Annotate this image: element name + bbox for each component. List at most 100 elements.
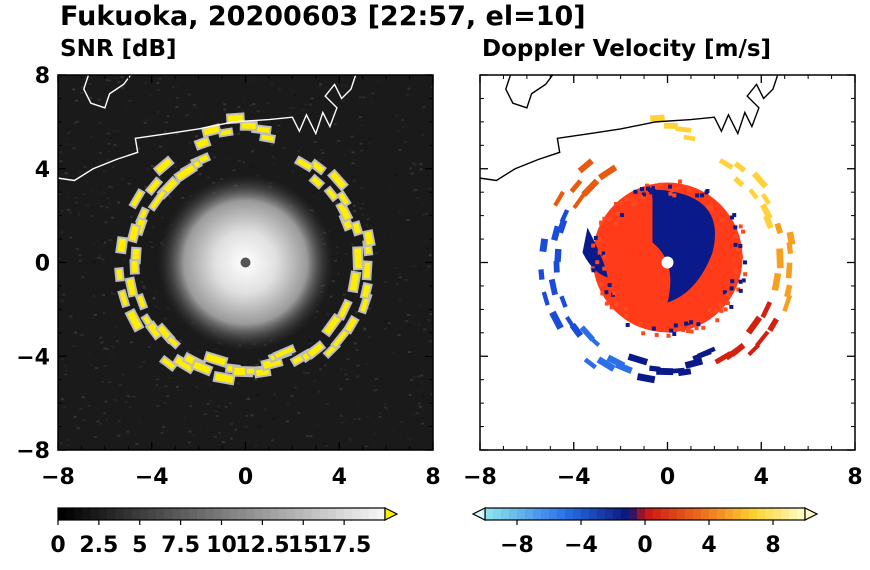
colorbar-tick-label: 10 xyxy=(206,533,237,558)
colorbar-cell xyxy=(541,508,550,520)
velocity-ring-cell xyxy=(551,225,561,242)
velocity-ring-cell xyxy=(733,176,745,188)
colorbar-cell xyxy=(278,508,288,520)
colorbar-cell xyxy=(629,508,638,520)
snr-ring-cell xyxy=(220,129,232,136)
colorbar-cell xyxy=(368,508,378,520)
snr-ring-cell xyxy=(261,134,274,142)
snr-ring-cell xyxy=(192,361,211,374)
colorbar-cell xyxy=(237,508,247,520)
colorbar-cell xyxy=(360,508,370,520)
velocity-ring-cell xyxy=(751,171,769,189)
snr-ring-cell xyxy=(203,125,220,136)
colorbar-tick-label: 15 xyxy=(288,533,319,558)
velocity-ring-cell xyxy=(774,222,784,235)
colorbar-cell xyxy=(90,508,100,520)
velocity-ring-cell xyxy=(549,310,564,330)
x-tick-label: 4 xyxy=(754,465,769,490)
snr-ring-cell xyxy=(117,238,127,253)
velocity-panel: −8 −4 0 4 8 xyxy=(463,74,863,490)
snr-ring-cell xyxy=(345,317,357,332)
coastline-right xyxy=(480,75,779,182)
velocity-ring-cell xyxy=(548,278,558,296)
velocity-ring-cell xyxy=(583,357,597,370)
snr-ring-cell xyxy=(129,225,139,242)
colorbar-cell xyxy=(229,508,239,520)
colorbar-cell xyxy=(589,508,598,520)
velocity-ring-cell xyxy=(785,262,793,279)
colorbar-cell xyxy=(549,508,558,520)
colorbar-cell xyxy=(581,508,590,520)
colorbar-cell xyxy=(501,508,510,520)
velocity-ring-cell xyxy=(553,261,560,273)
colorbar-cell xyxy=(645,508,654,520)
velocity-ring-cell xyxy=(589,336,601,347)
velocity-ring-cell xyxy=(559,295,568,308)
colorbar-cell xyxy=(303,508,312,520)
velocity-ring-cell xyxy=(755,330,770,347)
colorbar-cell xyxy=(781,508,790,520)
velocity-ring-cell xyxy=(776,248,784,269)
snr-ticks: −8 −4 0 4 8 8 4 0 −4 −8 xyxy=(16,64,440,490)
snr-ring-cell xyxy=(349,272,360,291)
snr-ring-cell xyxy=(274,346,294,359)
snr-ring-cell xyxy=(161,357,175,370)
velocity-ring-cell xyxy=(596,356,616,372)
velocity-ring-cell xyxy=(782,294,793,313)
snr-ring-cell xyxy=(362,284,371,298)
velocity-ring-cell xyxy=(748,188,759,200)
colorbar-cell xyxy=(180,508,190,520)
colorbar-extend-high xyxy=(804,507,819,521)
snr-panel: −8 −4 0 4 8 8 4 0 −4 −8 xyxy=(16,64,440,490)
velocity-ring-cell xyxy=(553,190,565,207)
colorbar-cell xyxy=(344,508,353,520)
velocity-echo-ring xyxy=(538,114,796,384)
snr-ring-cell xyxy=(338,192,349,205)
colorbar-cell xyxy=(246,508,255,520)
colorbar-cell xyxy=(213,508,222,520)
colorbar-cell xyxy=(613,508,622,520)
velocity-ring-cell xyxy=(539,238,549,253)
colorbar-extend-low xyxy=(471,507,486,521)
velocity-ring-cell xyxy=(597,164,618,181)
colorbar-cell xyxy=(172,508,182,520)
snr-ring-cell xyxy=(175,164,196,181)
snr-ring-cell xyxy=(137,295,146,308)
colorbar-cell xyxy=(66,508,75,520)
colorbar-cell xyxy=(725,508,734,520)
colorbar-cell xyxy=(773,508,782,520)
colorbar-cell xyxy=(196,508,206,520)
colorbar-cell xyxy=(485,508,494,520)
snr-ring-cell xyxy=(352,222,362,235)
velocity-ring-cell xyxy=(771,272,782,291)
x-tick-label: 8 xyxy=(847,465,862,490)
colorbar-cell xyxy=(262,508,272,520)
y-tick-label: −8 xyxy=(16,439,50,464)
snr-ring-cell xyxy=(167,336,179,347)
colorbar-cell xyxy=(533,508,542,520)
snr-ring-cell xyxy=(150,190,166,210)
velocity-ring-cell xyxy=(684,357,704,369)
snr-ring-cell xyxy=(296,158,312,170)
colorbar-cell xyxy=(621,508,630,520)
velocity-ring-cell xyxy=(759,203,773,221)
velocity-ring-cell xyxy=(636,373,656,384)
y-tick-label: 8 xyxy=(35,64,50,89)
velocity-ring-cell xyxy=(730,342,746,357)
velocity-colorbar: −8 −4 0 4 8 xyxy=(471,507,819,558)
colorbar-cell xyxy=(661,508,670,520)
colorbar-cell xyxy=(376,508,386,520)
snr-ring-cell xyxy=(326,188,337,200)
snr-ring-cell xyxy=(323,315,341,335)
colorbar-cell xyxy=(319,508,329,520)
velocity-ring-cell xyxy=(554,248,562,263)
colorbar-cell xyxy=(517,508,526,520)
colorbar-cell xyxy=(733,508,742,520)
velocity-ring-cell xyxy=(675,126,692,133)
velocity-ticks: −8 −4 0 4 8 xyxy=(463,74,863,490)
snr-panel-title: SNR [dB] xyxy=(60,36,177,62)
colorbar-tick-label: 5 xyxy=(132,533,147,558)
colorbar-cell xyxy=(637,508,646,520)
velocity-ring-cell xyxy=(760,301,773,319)
colorbar-cell xyxy=(797,508,806,520)
